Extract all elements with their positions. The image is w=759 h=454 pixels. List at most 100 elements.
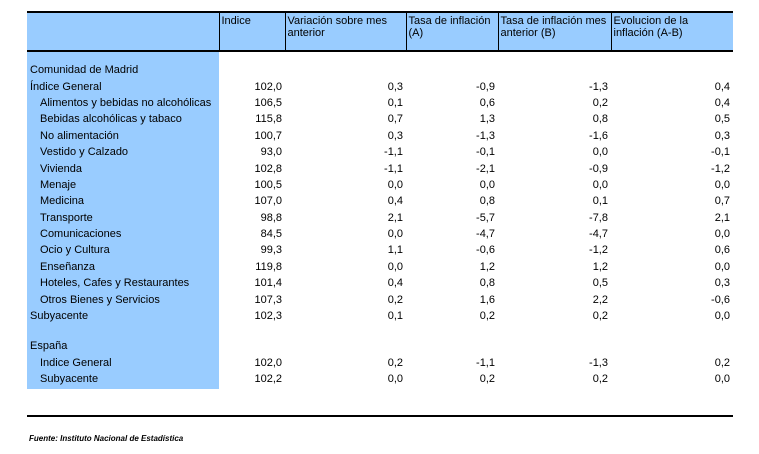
value-indice: 93,0 <box>260 146 282 159</box>
value-evolucion: 0,6 <box>714 244 730 257</box>
value-tasa-b: 1,2 <box>592 260 608 273</box>
table-row: Ocio y Cultura 99,3 1,1 -0,6 -1,2 0,6 <box>27 242 733 259</box>
row-label: Bebidas alcohólicas y tabaco <box>27 111 219 128</box>
value-tasa-a: -1,3 <box>476 129 495 142</box>
section-title-row: Comunidad de Madrid <box>27 62 733 79</box>
value-tasa-a: -0,9 <box>476 80 495 93</box>
value-tasa-b: -4,7 <box>589 228 608 241</box>
row-label: Indice General <box>27 354 219 372</box>
value-tasa-a: 0,6 <box>479 96 495 109</box>
bottom-rule <box>27 415 733 417</box>
spacer-row <box>27 324 733 335</box>
row-label: Ocio y Cultura <box>27 242 219 259</box>
value-variacion: 0,1 <box>387 310 403 323</box>
table-row: Medicina 107,0 0,4 0,8 0,1 0,7 <box>27 193 733 210</box>
table-body: Comunidad de Madrid Índice General 102,0 0… <box>27 51 733 390</box>
value-tasa-a: 1,2 <box>479 260 495 273</box>
source-note: Fuente: Instituto Nacional de Estadístic… <box>29 434 184 443</box>
value-tasa-a: 1,3 <box>479 113 495 126</box>
table-row: Indice General 102,0 0,2 -1,1 -1,3 0,2 <box>27 354 733 372</box>
value-evolucion: 0,3 <box>714 129 730 142</box>
row-label: Alimentos y bebidas no alcohólicas <box>27 94 219 112</box>
header-variacion: Variación sobre mes anterior <box>284 11 406 52</box>
value-variacion: 0,4 <box>387 277 403 290</box>
value-evolucion: 0,0 <box>714 373 730 386</box>
value-evolucion: 0,4 <box>714 80 730 93</box>
row-label: Medicina <box>27 193 219 210</box>
table-row: Índice General 102,0 0,3 -0,9 -1,3 0,4 <box>27 78 733 95</box>
row-label: Enseñanza <box>27 258 219 276</box>
value-tasa-a: -0,1 <box>476 146 495 159</box>
table-row: Subyacente 102,3 0,1 0,2 0,2 0,0 <box>27 307 733 325</box>
value-tasa-b: -1,6 <box>589 129 608 142</box>
row-label: Transporte <box>27 209 219 226</box>
value-indice: 100,7 <box>254 129 282 142</box>
row-label: Otros Bienes y Servicios <box>27 291 219 308</box>
header-tasa-a: Tasa de inflación (A) <box>405 11 498 52</box>
value-tasa-a: -4,7 <box>476 228 495 241</box>
value-variacion: 0,0 <box>387 228 403 241</box>
header-tasa-b: Tasa de inflación mes anterior (B) <box>497 11 611 52</box>
value-variacion: 0,1 <box>387 96 403 109</box>
value-indice: 100,5 <box>254 178 282 191</box>
value-variacion: 1,1 <box>387 244 403 257</box>
value-evolucion: -1,2 <box>711 162 730 175</box>
value-evolucion: 0,3 <box>714 277 730 290</box>
value-tasa-b: 0,5 <box>592 277 608 290</box>
row-label: Menaje <box>27 176 219 194</box>
value-indice: 119,8 <box>255 260 282 273</box>
row-label: Hoteles, Cafes y Restaurantes <box>27 275 219 292</box>
value-tasa-b: 0,0 <box>592 178 608 191</box>
value-indice: 102,3 <box>254 310 282 323</box>
value-evolucion: 2,1 <box>714 211 730 224</box>
table-row: Bebidas alcohólicas y tabaco 115,8 0,7 1,3 0… <box>27 111 733 128</box>
header-evolucion: Evolucion de la inflación (A-B) <box>610 11 733 52</box>
table-header-row: Indice Variación sobre mes anterior Tasa… <box>27 11 733 52</box>
spacer-row <box>27 51 733 62</box>
table-row: Alimentos y bebidas no alcohólicas 106,5 0… <box>27 94 733 112</box>
row-label: No alimentación <box>27 127 219 144</box>
table-row: No alimentación 100,7 0,3 -1,3 -1,6 0,3 <box>27 127 733 144</box>
table-row: Subyacente 102,2 0,0 0,2 0,2 0,0 <box>27 371 733 390</box>
value-evolucion: 0,0 <box>714 178 730 191</box>
table-row: Vivienda 102,8 -1,1 -2,1 -0,9 -1,2 <box>27 160 733 177</box>
value-indice: 102,0 <box>254 356 282 369</box>
value-tasa-a: -1,1 <box>476 356 495 369</box>
value-evolucion: 0,5 <box>714 113 730 126</box>
value-variacion: 0,0 <box>387 260 403 273</box>
value-variacion: 0,4 <box>387 195 403 208</box>
value-variacion: 2,1 <box>387 211 403 224</box>
value-evolucion: 0,4 <box>714 96 730 109</box>
value-indice: 107,3 <box>254 293 282 306</box>
value-tasa-b: -1,3 <box>589 356 608 369</box>
inflation-table-container: Indice Variación sobre mes anterior Tasa… <box>27 11 733 390</box>
row-label: Vivienda <box>27 160 219 177</box>
table-row: Enseñanza 119,8 0,0 1,2 1,2 0,0 <box>27 258 733 276</box>
value-indice: 107,0 <box>254 195 282 208</box>
value-tasa-a: 1,6 <box>479 293 495 306</box>
value-indice: 99,3 <box>260 244 282 257</box>
value-tasa-b: 0,1 <box>592 195 608 208</box>
value-evolucion: -0,6 <box>711 293 730 306</box>
value-tasa-b: -1,3 <box>589 80 608 93</box>
value-variacion: 0,0 <box>387 373 403 386</box>
value-variacion: 0,2 <box>387 356 403 369</box>
table-row: Menaje 100,5 0,0 0,0 0,0 0,0 <box>27 176 733 194</box>
value-indice: 106,5 <box>254 96 282 109</box>
value-indice: 102,2 <box>254 373 282 386</box>
value-indice: 115,8 <box>255 113 282 126</box>
value-variacion: -1,1 <box>384 162 403 175</box>
row-label: Comunicaciones <box>27 225 219 243</box>
value-tasa-b: 0,0 <box>592 146 608 159</box>
header-indice: Indice <box>218 11 285 52</box>
header-blank <box>27 11 219 52</box>
section-title-espana: España <box>27 338 219 355</box>
row-label: Vestido y Calzado <box>27 143 219 161</box>
table-row: Comunicaciones 84,5 0,0 -4,7 -4,7 0,0 <box>27 225 733 243</box>
value-evolucion: 0,2 <box>714 356 730 369</box>
value-tasa-b: -1,2 <box>589 244 608 257</box>
spacer-row <box>27 334 733 339</box>
value-evolucion: 0,0 <box>714 260 730 273</box>
table-row: Hoteles, Cafes y Restaurantes 101,4 0,4 0,8… <box>27 275 733 292</box>
value-tasa-b: 0,8 <box>592 113 608 126</box>
